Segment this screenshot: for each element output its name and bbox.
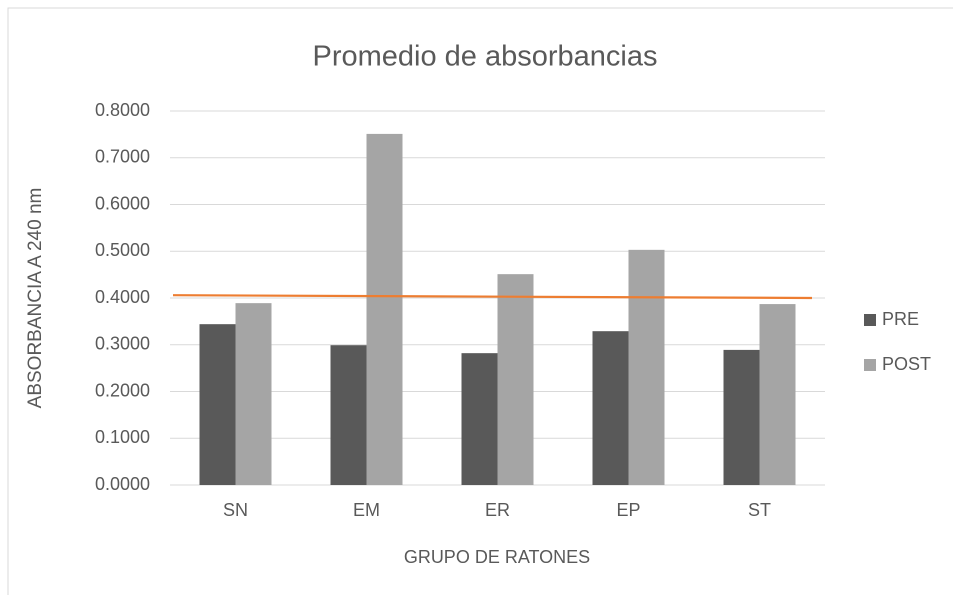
x-tick-label: SN [223, 500, 248, 520]
chart-border [7, 7, 953, 595]
y-tick-label: 0.6000 [95, 193, 150, 213]
bar [330, 345, 367, 485]
bar [759, 304, 796, 485]
x-tick-label: EM [353, 500, 380, 520]
bar [199, 324, 236, 485]
legend-label: POST [882, 354, 931, 374]
x-tick-label: EP [616, 500, 640, 520]
y-tick-label: 0.2000 [95, 380, 150, 400]
y-tick-label: 0.3000 [95, 334, 150, 354]
bar [235, 303, 272, 485]
x-axis-label: GRUPO DE RATONES [404, 547, 590, 567]
y-tick-label: 0.8000 [95, 100, 150, 120]
bar [723, 349, 760, 485]
trend-line [172, 294, 813, 300]
y-tick-label: 0.5000 [95, 240, 150, 260]
y-tick-label: 0.7000 [95, 147, 150, 167]
bar [592, 331, 629, 485]
y-tick-label: 0.1000 [95, 427, 150, 447]
bar [366, 133, 403, 485]
y-tick-label: 0.4000 [95, 287, 150, 307]
legend-label: PRE [882, 309, 919, 329]
legend-swatch [864, 359, 876, 371]
y-tick-label: 0.0000 [95, 474, 150, 494]
bar [628, 249, 665, 485]
y-axis-label: ABSORBANCIA A 240 nm [25, 188, 46, 409]
chart-title: Promedio de absorbancias [313, 41, 658, 73]
bar [497, 274, 534, 485]
legend-swatch [864, 314, 876, 326]
bar [461, 353, 498, 485]
x-tick-label: ST [748, 500, 771, 520]
x-tick-label: ER [485, 500, 510, 520]
